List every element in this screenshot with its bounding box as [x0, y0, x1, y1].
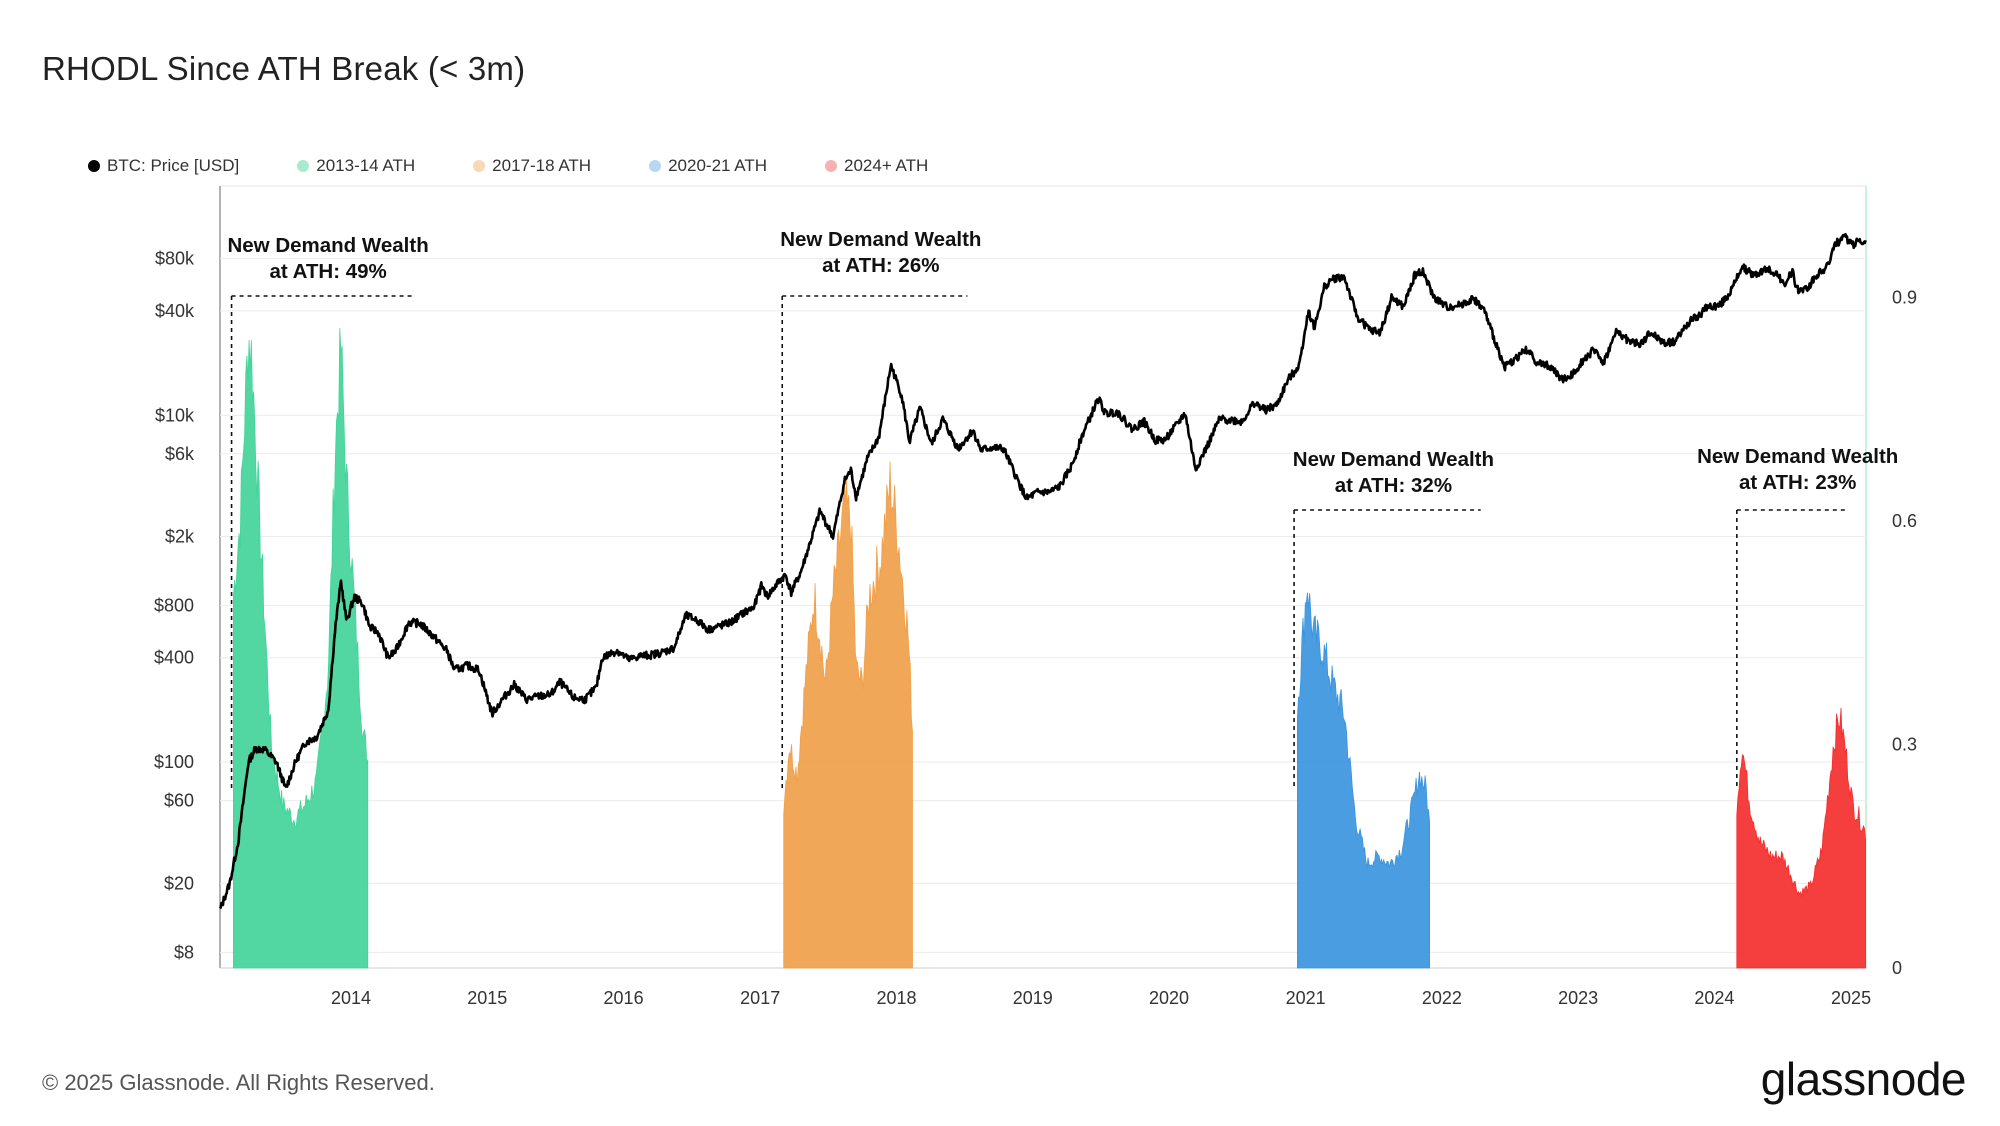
legend-dot-icon — [825, 160, 838, 172]
rhodl-area-2024-ath — [1736, 707, 1866, 969]
y-left-tick-label: $2k — [165, 527, 195, 547]
copyright-text: © 2025 Glassnode. All Rights Reserved. — [42, 1070, 435, 1095]
annotation-value: at ATH: 26% — [822, 254, 939, 277]
x-tick-label: 2025 — [1831, 988, 1871, 1008]
annotation-title: New Demand Wealth — [780, 228, 981, 251]
legend-item-btc-price[interactable]: BTC: Price [USD] — [88, 156, 239, 176]
legend-dot-icon — [473, 160, 486, 172]
x-tick-label: 2015 — [467, 988, 507, 1008]
legend-label: 2024+ ATH — [844, 156, 929, 175]
legend-item-2013-14-ath[interactable]: 2013-14 ATH — [297, 156, 415, 176]
legend-dot-icon — [88, 160, 100, 172]
y-left-tick-label: $400 — [154, 648, 194, 668]
rhodl-area-2020-21-ath — [1297, 592, 1430, 969]
y-left-tick-label: $20 — [164, 873, 194, 893]
y-right-tick-label: 0 — [1892, 958, 1902, 978]
y-left-tick-label: $60 — [164, 791, 194, 811]
legend-item-2020-21-ath[interactable]: 2020-21 ATH — [649, 156, 767, 176]
x-tick-label: 2018 — [876, 988, 916, 1008]
annotation-title: New Demand Wealth — [1293, 448, 1494, 471]
chart-legend: BTC: Price [USD] 2013-14 ATH 2017-18 ATH… — [88, 156, 986, 176]
legend-dot-icon — [297, 160, 310, 172]
annotation-title: New Demand Wealth — [1697, 445, 1898, 468]
x-tick-label: 2023 — [1558, 988, 1598, 1008]
x-tick-label: 2016 — [604, 988, 644, 1008]
legend-label: 2020-21 ATH — [668, 156, 768, 175]
x-tick-label: 2020 — [1149, 988, 1189, 1008]
legend-item-2024-ath[interactable]: 2024+ ATH — [825, 156, 928, 176]
annotation-value: at ATH: 32% — [1335, 474, 1452, 497]
annotation-4: New Demand Wealth at ATH: 23% — [1697, 445, 1898, 790]
annotation-3: New Demand Wealth at ATH: 32% — [1293, 448, 1494, 790]
y-left-tick-label: $10k — [155, 405, 195, 425]
rhodl-area-2013-14-ath — [233, 328, 369, 969]
btc-price-line — [219, 232, 1867, 910]
legend-label: 2017-18 ATH — [492, 156, 592, 175]
x-tick-label: 2019 — [1013, 988, 1053, 1008]
y-left-tick-label: $6k — [165, 444, 195, 464]
y-left-tick-label: $100 — [154, 752, 194, 772]
brand-logo: glassnode — [1760, 1053, 1967, 1105]
y-right-tick-label: 0.3 — [1892, 735, 1917, 755]
chart-title: RHODL Since ATH Break (< 3m) — [42, 50, 526, 87]
annotation-title: New Demand Wealth — [227, 234, 428, 257]
x-tick-label: 2017 — [740, 988, 780, 1008]
x-tick-label: 2024 — [1694, 988, 1734, 1008]
rhodl-area-2017-18-ath — [783, 461, 913, 969]
legend-label: BTC: Price [USD] — [107, 156, 240, 175]
legend-label: 2013-14 ATH — [316, 156, 416, 175]
y-left-tick-label: $8 — [174, 942, 194, 962]
y-left-tick-label: $800 — [154, 596, 194, 616]
y-right-tick-label: 0.9 — [1892, 288, 1917, 308]
plot-frame — [219, 185, 1867, 969]
y-left-tick-label: $80k — [155, 249, 195, 269]
annotation-1: New Demand Wealth at ATH: 49% — [227, 234, 429, 790]
y-left-tick-label: $40k — [155, 301, 195, 321]
legend-item-2017-18-ath[interactable]: 2017-18 ATH — [473, 156, 591, 176]
annotation-2: New Demand Wealth at ATH: 26% — [780, 228, 981, 790]
grid-lines — [220, 258, 1866, 953]
annotation-value: at ATH: 49% — [269, 260, 386, 283]
x-tick-label: 2021 — [1286, 988, 1326, 1008]
x-tick-label: 2022 — [1422, 988, 1462, 1008]
x-tick-label: 2014 — [331, 988, 371, 1008]
annotation-value: at ATH: 23% — [1739, 471, 1856, 494]
legend-dot-icon — [649, 160, 662, 172]
y-right-tick-label: 0.6 — [1892, 511, 1917, 531]
